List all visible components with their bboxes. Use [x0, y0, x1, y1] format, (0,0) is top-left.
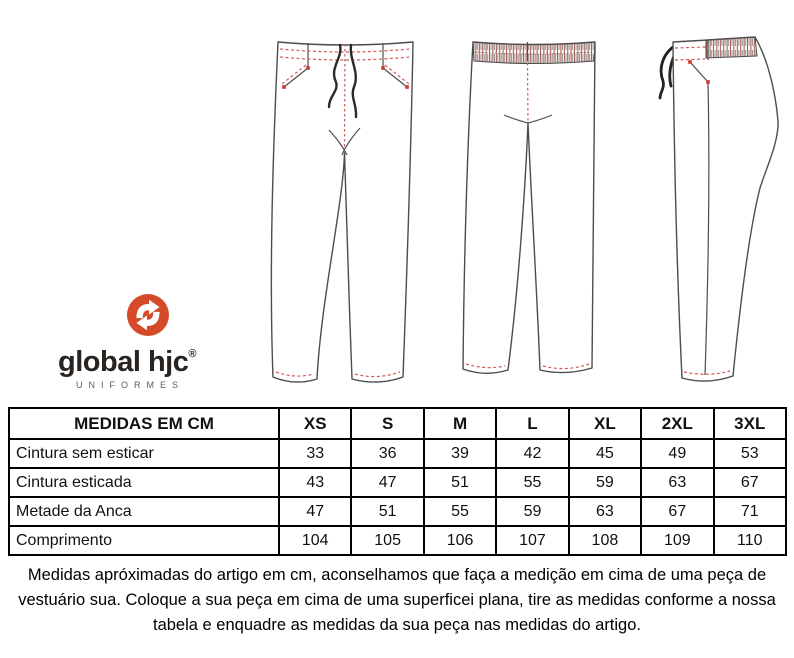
brand-subtitle: UNIFORMES: [76, 380, 184, 390]
measurement-instructions: Medidas apróximadas do artigo em cm, aco…: [18, 566, 776, 634]
table-cell: 105: [350, 525, 425, 556]
size-col-3xl: 3XL: [712, 407, 788, 440]
pants-front-view-diagram: [270, 41, 414, 383]
brand-name: global hjc®: [45, 338, 209, 378]
table-header-row: MEDIDAS EM CM XS S M L XL 2XL 3XL: [8, 407, 788, 440]
table-cell: 67: [640, 496, 715, 527]
table-row: Cintura sem esticar 33 36 39 42 45 49 53: [8, 438, 788, 469]
side-measure-markers: [688, 60, 710, 84]
table-cell: 108: [567, 525, 643, 556]
table-cell: 63: [640, 467, 715, 498]
row-label: Comprimento: [8, 525, 280, 556]
pants-back-outline: [462, 41, 596, 374]
table-row: Comprimento 104 105 106 107 108 109 110: [8, 525, 788, 556]
table-cell: 43: [277, 467, 353, 498]
elastic-waistband: [705, 36, 758, 59]
table-title-cell: MEDIDAS EM CM: [8, 407, 280, 440]
sync-arrows-icon: [106, 294, 169, 336]
side-seams: [689, 40, 710, 376]
table-cell: 63: [567, 496, 643, 527]
back-measure-lines: [465, 62, 590, 370]
size-col-l: L: [495, 407, 570, 440]
pants-front-seams: [283, 43, 408, 156]
size-col-xl: XL: [567, 407, 643, 440]
table-cell: 47: [277, 496, 353, 527]
table-cell: 107: [495, 525, 570, 556]
table-cell: 53: [712, 438, 788, 469]
table-cell: 51: [422, 467, 498, 498]
table-cell: 110: [712, 525, 788, 556]
drawstring: [327, 43, 358, 119]
table-cell: 67: [712, 467, 788, 498]
table-row: Cintura esticada 43 47 51 55 59 63 67: [8, 467, 788, 498]
table-cell: 36: [350, 438, 425, 469]
table-cell: 59: [495, 496, 570, 527]
row-label: Cintura esticada: [8, 467, 280, 498]
side-measure-lines: [674, 46, 731, 375]
brand-logo: global hjc® UNIFORMES: [45, 294, 209, 390]
table-cell: 45: [567, 438, 643, 469]
table-cell: 71: [712, 496, 788, 527]
table-cell: 59: [567, 467, 643, 498]
table-cell: 42: [495, 438, 570, 469]
size-col-xs: XS: [277, 407, 353, 440]
table-cell: 47: [350, 467, 425, 498]
size-col-s: S: [350, 407, 425, 440]
elastic-waistband: [472, 41, 596, 65]
registered-mark: ®: [188, 348, 196, 360]
table-cell: 109: [640, 525, 715, 556]
table-cell: 49: [640, 438, 715, 469]
front-measure-markers: [282, 66, 409, 89]
back-seams: [503, 114, 553, 124]
measurements-table: MEDIDAS EM CM XS S M L XL 2XL 3XL Cintur…: [8, 407, 788, 556]
table-row: Metade da Anca 47 51 55 59 63 67 71: [8, 496, 788, 527]
table-cell: 33: [277, 438, 353, 469]
table-cell: 106: [422, 525, 498, 556]
table-cell: 104: [277, 525, 353, 556]
pants-front-outline: [270, 41, 414, 383]
table-cell: 55: [495, 467, 570, 498]
pants-side-outline: [672, 36, 779, 382]
size-col-m: M: [422, 407, 498, 440]
pants-back-view-diagram: [462, 41, 596, 374]
row-label: Metade da Anca: [8, 496, 280, 527]
row-label: Cintura sem esticar: [8, 438, 280, 469]
table-cell: 39: [422, 438, 498, 469]
size-col-2xl: 2XL: [640, 407, 715, 440]
table-cell: 51: [350, 496, 425, 527]
brand-name-text: global hjc: [58, 346, 189, 378]
table-cell: 55: [422, 496, 498, 527]
pants-side-view-diagram: [658, 36, 779, 382]
front-measure-lines: [275, 43, 411, 378]
